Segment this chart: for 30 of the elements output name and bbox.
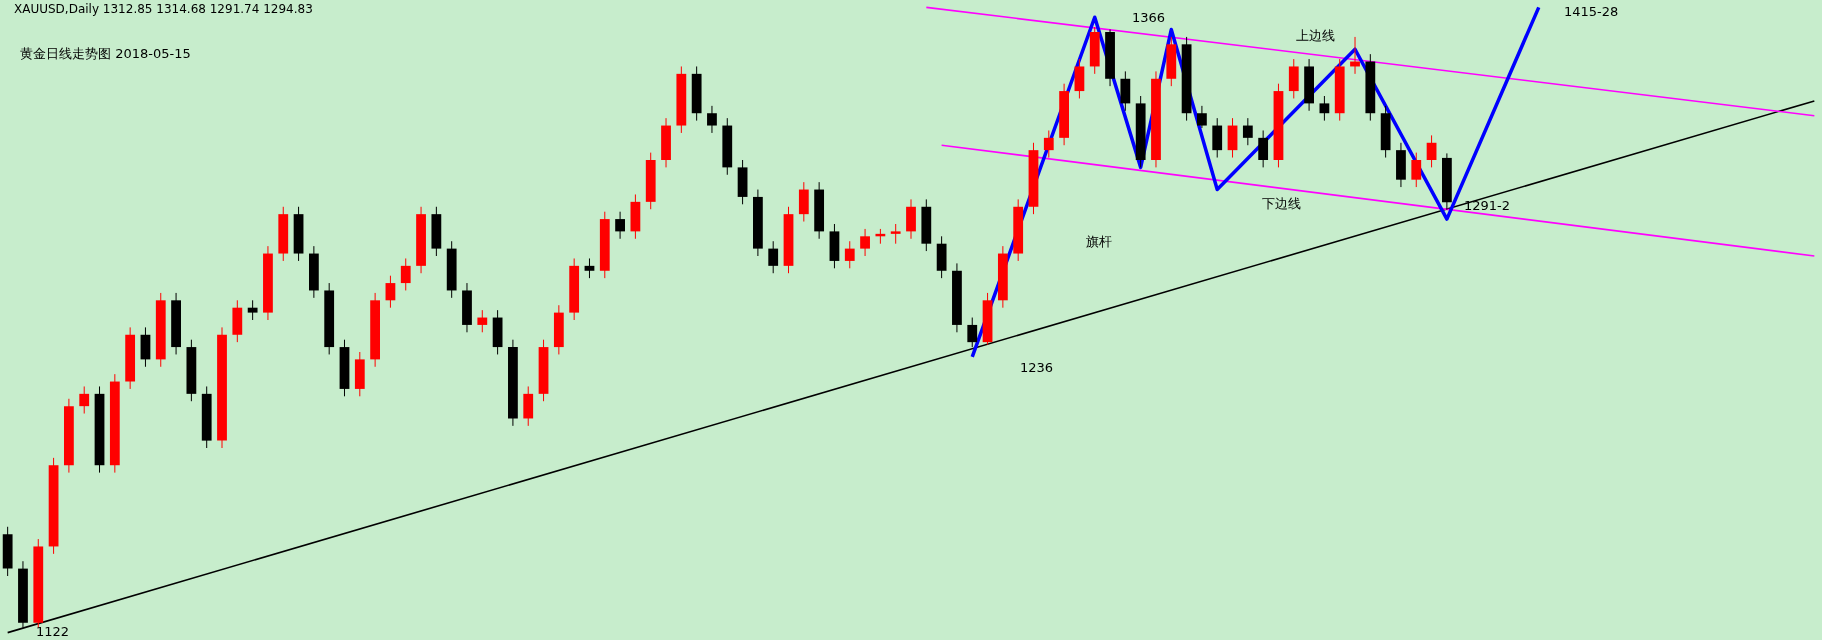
- annotation: 上边线: [1296, 28, 1335, 43]
- candlestick: [967, 317, 978, 348]
- annotation: 旗杆: [1086, 234, 1112, 249]
- text: 黄金日线走势图 2018-05-15: [20, 46, 191, 61]
- annotation: 1236: [1020, 360, 1054, 375]
- candlestick: [1319, 95, 1330, 122]
- candlestick: [844, 240, 855, 269]
- text: 1366: [1132, 10, 1166, 25]
- candlestick: [1411, 152, 1422, 188]
- annotation: 1122: [36, 624, 70, 639]
- candlestick: [860, 228, 870, 257]
- candlestick: [477, 309, 488, 333]
- candlestick: [385, 275, 396, 309]
- annotation: 1291-2: [1464, 198, 1511, 213]
- candlestick: [247, 299, 258, 321]
- candlestick: [707, 105, 717, 134]
- candlestick: [1242, 117, 1253, 146]
- text: 1415-28: [1564, 4, 1619, 19]
- candlestick: [79, 385, 90, 415]
- annotation: 下边线: [1262, 196, 1301, 211]
- candlestick: [400, 257, 411, 291]
- chart-title: XAUUSD,Daily 1312.85 1314.68 1291.74 1294.83: [14, 2, 313, 16]
- candlestick: [615, 211, 625, 240]
- candlestick: [1043, 129, 1054, 159]
- candlestick: [1197, 105, 1207, 129]
- candlestick: [584, 257, 595, 279]
- candlestick: [890, 223, 901, 245]
- candlestick: [768, 240, 779, 274]
- candlestick: [1258, 129, 1269, 168]
- candlestick: [1426, 134, 1437, 168]
